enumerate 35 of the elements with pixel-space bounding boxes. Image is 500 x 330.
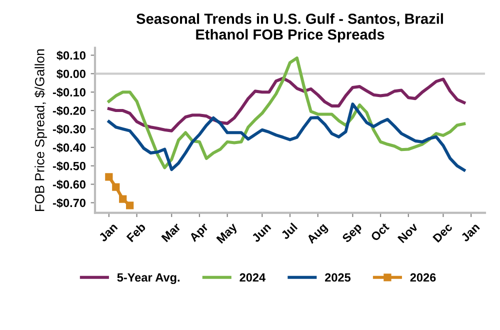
x-tick-label: Nov (397, 222, 418, 244)
point (112, 183, 120, 191)
chart-title: Seasonal Trends in U.S. Gulf - Santos, Brazil Ethanol FOB Price Spreads (136, 13, 443, 43)
x-tick-label: May (216, 222, 240, 246)
x-tick-label: Jan (98, 222, 118, 242)
x-tick-label: Feb (126, 222, 146, 242)
x-tick-label: Apr (188, 222, 210, 244)
y-tick-label: -$0.50 (52, 161, 86, 171)
legend-label: 2024 (240, 273, 266, 282)
point (126, 202, 134, 210)
point (119, 195, 127, 203)
point (105, 173, 113, 181)
y-axis-title: FOB Price Spread, $/Gallon (34, 49, 47, 212)
legend-label: 2026 (410, 273, 436, 282)
x-tick-label: Mar (161, 222, 182, 242)
x-tick-label: Oct (370, 222, 390, 242)
line-series (107, 102, 466, 172)
x-tick-label: Aug (306, 222, 330, 246)
x-tick-label: Jun (251, 222, 272, 243)
y-tick-label: -$0.70 (52, 198, 86, 208)
x-tick-label: Jan (460, 222, 480, 242)
line-series (107, 56, 466, 170)
x-tick-label: Jul (280, 222, 298, 240)
line-series (107, 76, 466, 132)
x-tick-label: Sep (342, 222, 364, 245)
y-tick-label: -$0.60 (52, 180, 86, 190)
y-tick-label: -$0.10 (52, 88, 86, 98)
y-tick-label: -$0.40 (52, 142, 86, 153)
legend-label: 5-Year Avg. (117, 273, 180, 284)
y-tick-label: -$0.30 (52, 124, 86, 134)
y-tick-label: -$0.20 (52, 106, 86, 116)
x-tick-label: Dec (432, 222, 453, 243)
y-tick-label: $0.10 (56, 50, 86, 60)
legend-label: 2025 (325, 273, 351, 282)
y-tick-label: $0.00 (56, 69, 86, 79)
